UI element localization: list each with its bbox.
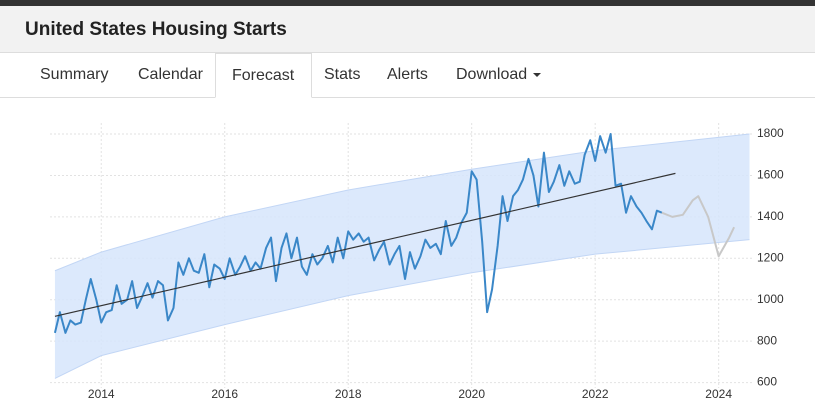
x-tick-label: 2024	[705, 387, 732, 401]
x-tick-label: 2018	[335, 387, 362, 401]
tab-dropdown[interactable]: Download	[444, 53, 553, 97]
y-tick-label: 1200	[757, 250, 784, 264]
tab[interactable]: Summary	[40, 66, 109, 83]
series-line	[661, 195, 735, 258]
y-tick-label: 1600	[757, 168, 784, 182]
series-line	[54, 172, 676, 317]
chart: 2014 2016 2018 2020 2022 2024 600 800 1000 1200 14…	[50, 123, 784, 401]
y-tick-label: 1800	[757, 126, 784, 140]
x-tick-label: 2020	[458, 387, 485, 401]
y-tick-label: 800	[757, 333, 777, 347]
page-title: United States Housing Starts	[25, 19, 287, 40]
tab[interactable]: Alerts	[387, 66, 428, 83]
tab[interactable]: Calendar	[138, 66, 203, 83]
series-line	[53, 133, 663, 334]
band-edge	[54, 239, 750, 379]
x-tick-label: 2014	[88, 387, 115, 401]
top-bar	[0, 0, 815, 6]
tab[interactable]: Stats	[324, 66, 361, 83]
header: United States Housing Starts	[0, 6, 815, 53]
y-tick-label: 600	[757, 375, 777, 389]
caret	[533, 72, 542, 77]
tab-active[interactable]: Forecast	[215, 53, 312, 98]
band-edge	[54, 133, 750, 272]
tab-bar: Summary Calendar Forecast Stats Alerts D…	[0, 53, 815, 98]
tab-label: Download	[456, 66, 528, 83]
y-tick-label: 1000	[757, 292, 784, 306]
x-tick-label: 2022	[582, 387, 609, 401]
confidence-band	[54, 134, 750, 379]
y-tick-label: 1400	[757, 209, 784, 223]
x-tick-label: 2016	[211, 387, 238, 401]
